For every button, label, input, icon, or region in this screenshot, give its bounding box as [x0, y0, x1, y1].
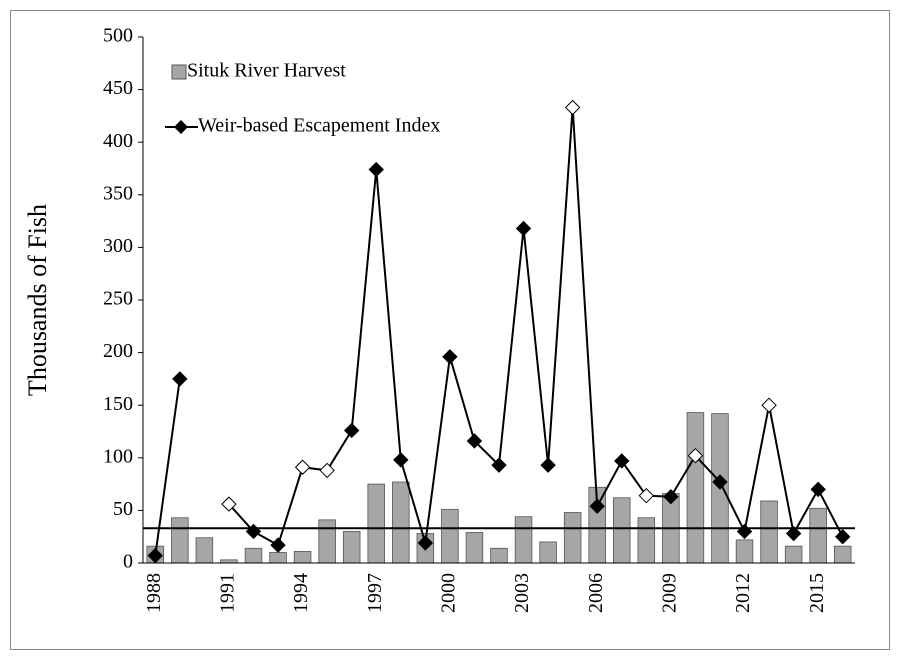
bar — [293, 551, 312, 564]
marker — [736, 523, 753, 540]
marker — [810, 481, 826, 498]
marker — [172, 371, 188, 387]
bar — [367, 483, 385, 564]
y-tick-label: 0 — [123, 551, 133, 573]
bar — [539, 541, 557, 564]
marker — [466, 433, 483, 449]
bar — [563, 512, 582, 564]
marker — [540, 457, 556, 473]
legend-label: Weir-based Escapement Index — [198, 115, 440, 137]
legend-swatch — [171, 64, 187, 80]
bar — [735, 539, 754, 564]
marker — [564, 99, 581, 116]
bar — [392, 481, 410, 564]
marker — [491, 457, 507, 473]
bar — [171, 517, 189, 564]
bar — [784, 545, 803, 564]
x-tick-label: 2003 — [511, 573, 533, 613]
marker — [835, 528, 851, 545]
marker — [638, 487, 655, 504]
frame — [10, 10, 890, 650]
x-tick-label: 1991 — [217, 573, 239, 613]
bar — [318, 519, 336, 564]
y-tick-label: 300 — [103, 235, 133, 257]
marker — [221, 496, 237, 512]
marker — [589, 498, 605, 514]
marker — [319, 462, 335, 479]
marker — [663, 489, 679, 505]
y-tick-label: 100 — [103, 445, 133, 467]
line — [154, 107, 844, 556]
bar — [244, 547, 263, 564]
legend-label: Situk River Harvest — [187, 60, 346, 82]
marker — [515, 220, 532, 237]
bar — [833, 545, 852, 564]
x-tick-label: 2012 — [732, 573, 754, 613]
bar — [613, 497, 631, 564]
marker — [785, 525, 802, 542]
x-tick-label: 1997 — [364, 573, 386, 613]
marker — [417, 535, 434, 551]
y-tick-label: 200 — [103, 340, 133, 362]
marker — [614, 453, 630, 469]
bar — [686, 412, 705, 564]
marker — [270, 537, 286, 553]
marker — [442, 349, 458, 365]
bar — [490, 547, 508, 564]
legend-swatch — [174, 120, 188, 134]
x-tick-label: 2006 — [585, 573, 607, 613]
marker — [368, 161, 384, 178]
y-tick-label: 500 — [103, 25, 133, 47]
x-tick-label: 2015 — [806, 573, 828, 613]
x-tick-label: 2000 — [437, 573, 459, 613]
marker — [393, 452, 409, 468]
y-tick-label: 450 — [103, 77, 133, 99]
x-tick-label: 1988 — [143, 573, 165, 613]
y-axis-title: Thousands of Fish — [23, 204, 52, 396]
marker — [245, 523, 262, 540]
marker — [343, 422, 360, 439]
marker — [687, 447, 704, 464]
bar — [760, 500, 778, 564]
y-tick-label: 250 — [103, 288, 133, 310]
y-tick-label: 400 — [103, 130, 133, 152]
bar — [637, 517, 656, 564]
x-tick-label: 2009 — [658, 573, 680, 613]
x-tick-label: 1994 — [290, 573, 312, 613]
y-tick-label: 150 — [103, 393, 133, 415]
y-tick-label: 50 — [113, 498, 133, 520]
bar — [809, 507, 827, 564]
marker — [294, 459, 311, 475]
bar — [342, 531, 361, 564]
bar — [269, 552, 287, 564]
bar — [465, 532, 484, 564]
marker — [761, 397, 777, 413]
bar — [441, 508, 459, 564]
bar — [514, 516, 533, 564]
y-tick-label: 350 — [103, 182, 133, 204]
bar — [195, 537, 214, 564]
marker — [712, 474, 728, 490]
